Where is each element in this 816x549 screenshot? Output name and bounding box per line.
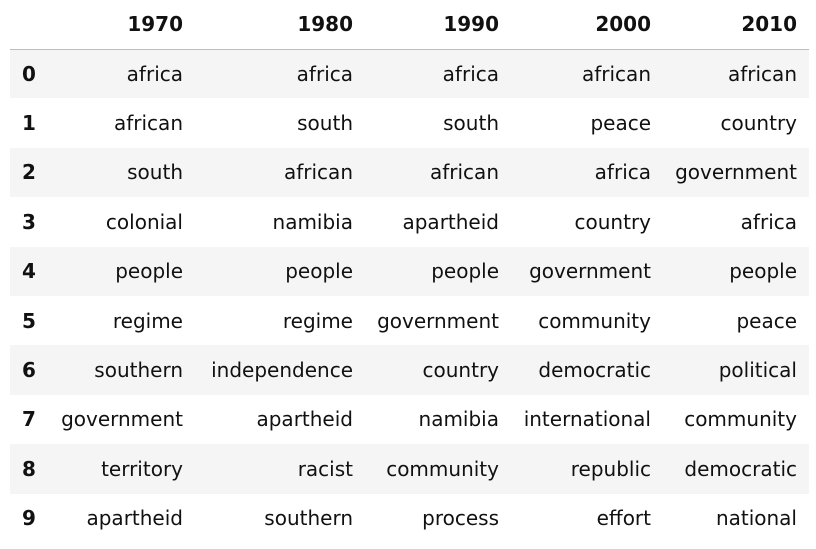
table-cell: colonial [105, 209, 183, 234]
table-cell: southern [94, 358, 183, 383]
table-cell: african [581, 61, 651, 86]
row-index: 1 [22, 111, 36, 136]
column-header-1990: 1990 [365, 0, 511, 50]
table-cell: government [61, 407, 183, 432]
column-header-1980: 1980 [195, 0, 365, 50]
table-cell: african [429, 160, 499, 185]
table-cell: people [285, 259, 353, 284]
table-cell: africa [594, 160, 651, 185]
table-cell: people [431, 259, 499, 284]
table-row: 0 africa africa africa african african [10, 49, 809, 99]
row-index: 6 [22, 358, 36, 383]
table-cell: community [386, 456, 499, 481]
table-cell: people [729, 259, 797, 284]
table-cell: africa [296, 61, 353, 86]
table-cell: africa [126, 61, 183, 86]
index-header [10, 0, 58, 50]
table-cell: african [727, 61, 797, 86]
table-body: 0 africa africa africa african african 1 africa… [10, 49, 809, 543]
table-cell: country [422, 358, 499, 383]
table-cell: southern [264, 506, 353, 531]
top-words-table: 1970 1980 1990 2000 2010 0 africa africa af… [10, 0, 809, 543]
table-header: 1970 1980 1990 2000 2010 [10, 0, 809, 50]
table-cell: territory [101, 456, 183, 481]
table-row: 8 territory racist community republic democra… [10, 444, 809, 494]
table-cell: independence [211, 358, 353, 383]
table-cell: democratic [684, 456, 797, 481]
table-cell: african [283, 160, 353, 185]
row-index: 4 [22, 259, 36, 284]
table-cell: government [675, 160, 797, 185]
row-index: 7 [22, 407, 36, 432]
table-cell: process [422, 506, 499, 531]
table-cell: political [718, 358, 797, 383]
table-row: 2 south african african africa government [10, 147, 809, 198]
row-index: 8 [22, 456, 36, 481]
table-cell: south [127, 160, 183, 185]
table-cell: africa [740, 209, 797, 234]
row-index: 5 [22, 308, 36, 333]
table-cell: apartheid [402, 209, 499, 234]
table-cell: regime [282, 308, 353, 333]
column-header-2010: 2010 [663, 0, 809, 50]
table-row: 4 people people people government people [10, 246, 809, 296]
table-cell: africa [442, 61, 499, 86]
column-header-1970: 1970 [58, 0, 195, 50]
table-cell: international [523, 407, 651, 432]
column-header-2000: 2000 [511, 0, 663, 50]
table-cell: people [115, 259, 183, 284]
table-cell: racist [297, 456, 353, 481]
table-cell: namibia [418, 407, 499, 432]
row-index: 0 [22, 61, 36, 86]
table-cell: country [574, 209, 651, 234]
table-cell: republic [570, 456, 651, 481]
table-cell: apartheid [256, 407, 353, 432]
table-cell: democratic [538, 358, 651, 383]
table-row: 7 government apartheid namibia international… [10, 394, 809, 445]
table-cell: regime [112, 308, 183, 333]
row-index: 9 [22, 506, 36, 531]
table-row: 1 african south south peace country [10, 98, 809, 148]
table-cell: african [113, 111, 183, 136]
table-cell: government [529, 259, 651, 284]
table-cell: community [538, 308, 651, 333]
header-row: 1970 1980 1990 2000 2010 [10, 0, 809, 50]
table-cell: south [443, 111, 499, 136]
table-row: 6 southern independence country democratic po… [10, 345, 809, 395]
table-cell: peace [590, 111, 651, 136]
table-cell: country [720, 111, 797, 136]
table-row: 3 colonial namibia apartheid country africa [10, 197, 809, 247]
table-cell: apartheid [86, 506, 183, 531]
table-cell: effort [596, 506, 651, 531]
table-cell: community [684, 407, 797, 432]
table-cell: namibia [272, 209, 353, 234]
row-index: 3 [22, 209, 36, 234]
table-row: 9 apartheid southern process effort national [10, 493, 809, 543]
row-index: 2 [22, 160, 36, 185]
table-cell: national [715, 506, 797, 531]
table-cell: government [377, 308, 499, 333]
table-row: 5 regime regime government community peace [10, 295, 809, 346]
table-cell: south [297, 111, 353, 136]
table-cell: peace [736, 308, 797, 333]
